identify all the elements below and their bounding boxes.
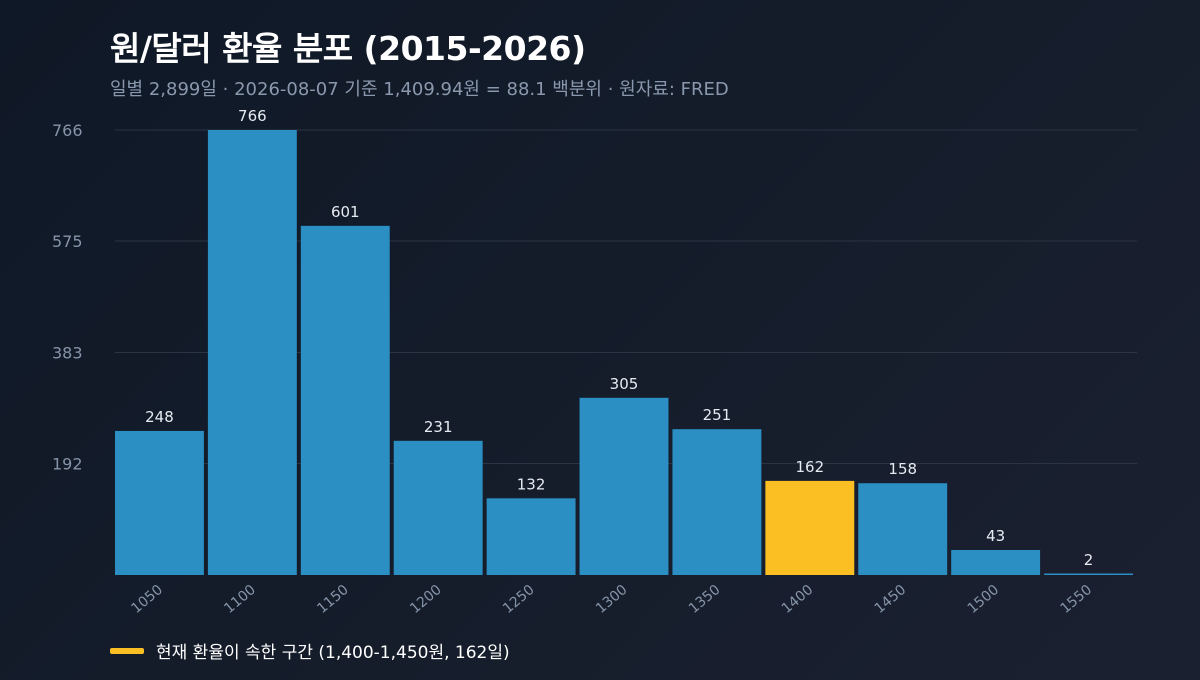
chart-title: 원/달러 환율 분포 (2015-2026) [110, 29, 586, 68]
chart-subtitle: 일별 2,899일 · 2026-08-07 기준 1,409.94원 = 88… [110, 79, 729, 100]
value-label-1400: 162 [795, 458, 824, 476]
x-tick-label-1300: 1300 [593, 582, 631, 617]
x-tick-label-1450: 1450 [872, 582, 910, 617]
bar-1550 [1044, 573, 1133, 575]
bar-1050 [115, 430, 204, 575]
bar-1150 [300, 225, 390, 575]
x-tick-label-1150: 1150 [314, 582, 352, 617]
y-axis: 192 383 575 766 [52, 121, 83, 473]
bars [115, 130, 1133, 575]
value-label-1150: 601 [331, 203, 360, 221]
value-labels: 248 766 601 231 132 305 251 162 158 43 2 [145, 107, 1093, 569]
bar-1100 [207, 130, 297, 575]
bar-1400 [765, 480, 855, 575]
value-label-1550: 2 [1084, 551, 1094, 569]
y-tick-label: 383 [52, 344, 83, 363]
bar-1450 [858, 483, 948, 575]
histogram-chart: 192 383 575 766 248 766 601 231 132 305 251 162 158… [52, 107, 1137, 617]
y-tick-label: 192 [52, 454, 83, 473]
x-tick-label-1100: 1100 [221, 582, 259, 617]
value-label-1350: 251 [703, 406, 732, 424]
y-tick-label: 766 [52, 121, 83, 140]
y-tick-label: 575 [52, 232, 83, 251]
bar-1350 [672, 429, 762, 575]
value-label-1050: 248 [145, 408, 174, 426]
value-label-1500: 43 [986, 527, 1005, 545]
value-label-1300: 305 [610, 375, 639, 393]
value-label-1250: 132 [517, 475, 546, 493]
value-label-1450: 158 [888, 460, 917, 478]
bar-1200 [393, 440, 483, 575]
legend: 현재 환율이 속한 구간 (1,400-1,450원, 162일) [110, 638, 510, 663]
x-tick-label-1550: 1550 [1058, 582, 1096, 617]
x-tick-label-1250: 1250 [500, 582, 538, 617]
x-tick-label-1500: 1500 [965, 582, 1003, 617]
bar-1250 [486, 498, 576, 575]
x-axis: 1050 1100 1150 1200 1250 1300 1350 1400 1450 1500… [128, 582, 1095, 617]
x-tick-label-1350: 1350 [686, 582, 724, 617]
x-tick-label-1400: 1400 [779, 582, 817, 617]
bar-1500 [951, 550, 1041, 575]
bar-1300 [579, 397, 669, 575]
legend-swatch [110, 647, 144, 654]
value-label-1200: 231 [424, 418, 453, 436]
x-tick-label-1050: 1050 [128, 582, 166, 617]
value-label-1100: 766 [238, 107, 267, 125]
x-tick-label-1200: 1200 [407, 582, 445, 617]
legend-label: 현재 환율이 속한 구간 (1,400-1,450원, 162일) [156, 643, 510, 663]
